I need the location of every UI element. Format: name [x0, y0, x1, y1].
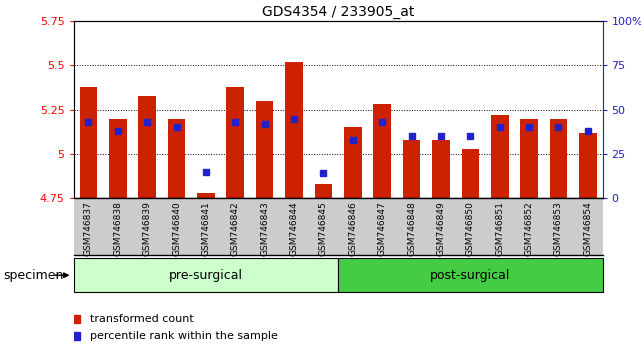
Text: GSM746853: GSM746853: [554, 201, 563, 256]
Bar: [373, 104, 391, 198]
Text: GSM746841: GSM746841: [201, 201, 210, 256]
Text: GSM746842: GSM746842: [231, 201, 240, 256]
Text: GSM746840: GSM746840: [172, 201, 181, 256]
Bar: [579, 133, 597, 198]
Bar: [344, 127, 362, 198]
Bar: [432, 140, 450, 198]
Text: GSM746843: GSM746843: [260, 201, 269, 256]
Text: GSM746846: GSM746846: [348, 201, 357, 256]
Text: GSM746837: GSM746837: [84, 201, 93, 256]
Text: specimen: specimen: [3, 269, 63, 282]
Bar: [226, 87, 244, 198]
Bar: [520, 119, 538, 198]
Bar: [462, 149, 479, 198]
Bar: [315, 184, 332, 198]
Text: transformed count: transformed count: [90, 314, 194, 324]
Text: GSM746852: GSM746852: [524, 201, 533, 256]
Text: post-surgical: post-surgical: [430, 269, 510, 282]
Bar: [197, 193, 215, 198]
Text: GSM746854: GSM746854: [583, 201, 592, 256]
Bar: [168, 119, 185, 198]
Text: GSM746849: GSM746849: [437, 201, 445, 256]
Text: GSM746844: GSM746844: [290, 201, 299, 256]
Text: GSM746850: GSM746850: [466, 201, 475, 256]
Bar: [138, 96, 156, 198]
Text: pre-surgical: pre-surgical: [169, 269, 243, 282]
Bar: [403, 140, 420, 198]
Text: GSM746851: GSM746851: [495, 201, 504, 256]
Bar: [285, 62, 303, 198]
Text: GSM746838: GSM746838: [113, 201, 122, 256]
Bar: [491, 115, 508, 198]
Text: GSM746848: GSM746848: [407, 201, 416, 256]
Bar: [338, 258, 603, 292]
Bar: [79, 87, 97, 198]
Title: GDS4354 / 233905_at: GDS4354 / 233905_at: [262, 5, 414, 19]
Text: GSM746847: GSM746847: [378, 201, 387, 256]
Bar: [109, 119, 127, 198]
Bar: [549, 119, 567, 198]
Text: percentile rank within the sample: percentile rank within the sample: [90, 331, 278, 341]
Bar: [74, 258, 338, 292]
Text: GSM746845: GSM746845: [319, 201, 328, 256]
Bar: [256, 101, 274, 198]
Text: GSM746839: GSM746839: [143, 201, 152, 256]
